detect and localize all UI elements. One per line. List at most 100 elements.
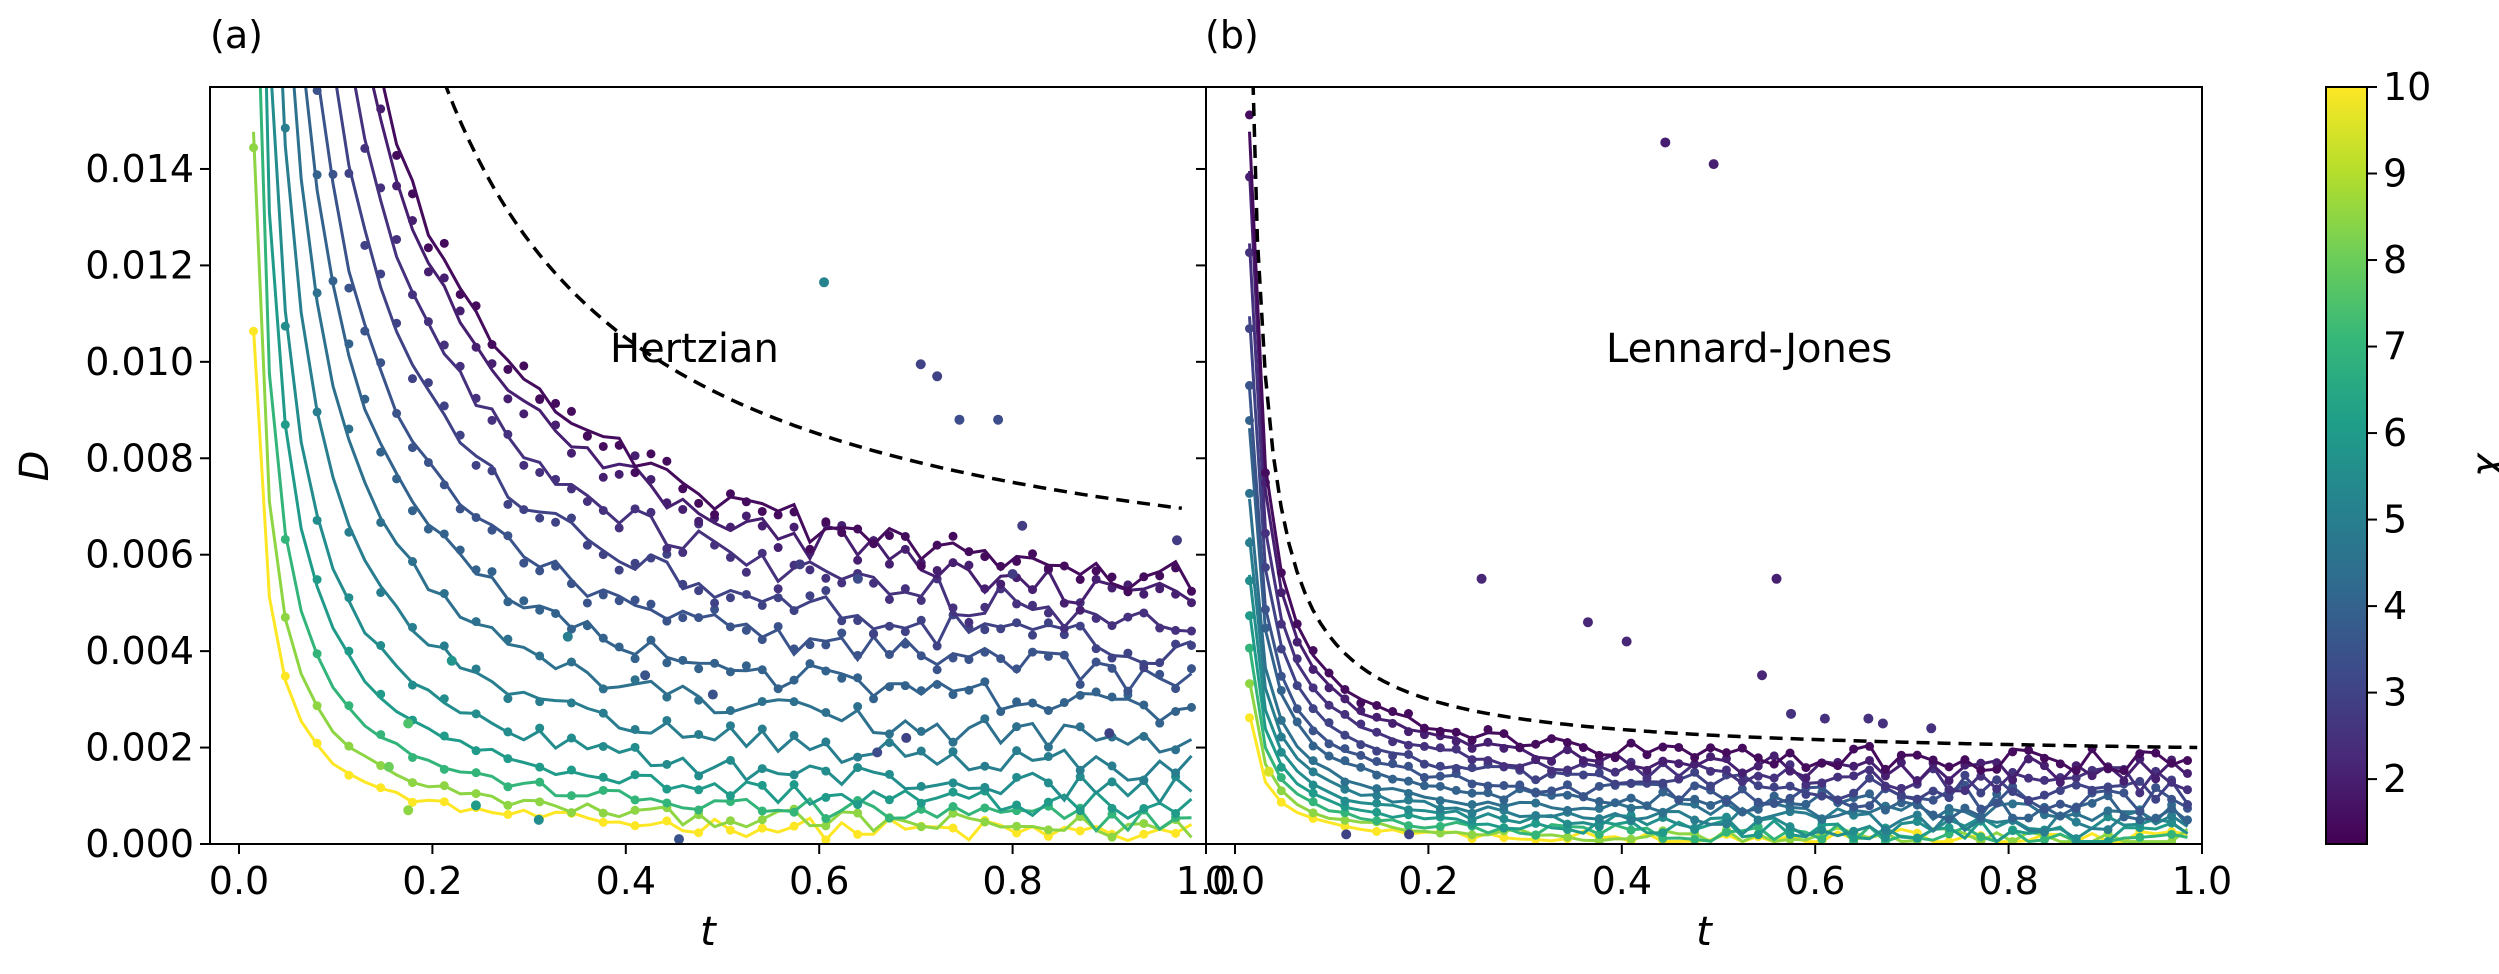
data-point [1562,832,1572,842]
data-point [360,326,370,336]
data-point [376,104,386,114]
data-point [2135,749,2145,759]
data-point [1674,795,1684,805]
data-point [1737,807,1747,817]
data-point [1245,611,1255,621]
data-point [678,579,688,589]
data-point [1324,718,1334,728]
data-point [821,766,831,776]
data-point [1435,781,1445,791]
data-point [376,689,386,699]
data-point [1028,698,1038,708]
data-point [376,640,386,650]
data-point [1155,584,1165,594]
data-point [757,780,767,790]
outlier-point [383,761,394,772]
data-point [1562,765,1572,775]
reference-dashed-curve [444,87,1183,511]
data-point [614,440,624,450]
outlier-point [1017,520,1028,531]
data-point [789,606,799,616]
data-point [1435,796,1445,806]
data-point [455,504,465,514]
data-point [360,394,370,404]
data-point [1690,767,1700,777]
data-point [964,617,974,627]
data-point [678,548,688,558]
data-point [1043,742,1053,752]
data-point [1690,823,1700,833]
data-point [1928,786,1938,796]
data-point [2151,813,2161,823]
y-tick-label: 0.012 [85,243,194,287]
data-point [1801,799,1811,809]
data-point [1403,805,1413,815]
data-point [423,378,433,388]
outlier-point [915,359,926,370]
series-line [1248,387,2189,815]
data-point [439,731,449,741]
data-point [694,771,704,781]
data-point [932,565,942,575]
data-point [376,358,386,368]
data-point [344,56,353,65]
data-point [678,504,688,514]
data-point [566,733,576,743]
data-point [566,513,576,523]
data-point [344,593,354,603]
data-point [566,448,576,458]
data-point [1626,834,1636,844]
data-point [1690,794,1700,804]
data-point [1531,810,1541,820]
data-point [1833,795,1843,805]
data-point [1171,589,1181,599]
data-point [376,66,385,75]
data-point [1483,781,1493,791]
data-point [280,671,290,681]
data-point [1107,663,1117,673]
data-point [2182,756,2192,766]
data-point [1012,800,1022,810]
data-point [1435,761,1445,771]
data-point [1260,468,1270,478]
data-point [1499,729,1509,739]
data-point [1547,786,1557,796]
data-point [1171,768,1181,778]
data-point [376,269,386,279]
data-point [455,545,465,555]
colorbar-tick-label: 7 [2383,325,2407,369]
data-point [821,573,831,583]
data-point [455,361,465,371]
data-point [884,813,894,823]
data-point [2024,754,2034,764]
data-point [1547,756,1557,766]
data-point [1107,761,1117,771]
data-point [1260,604,1270,614]
data-point [725,667,735,677]
data-point [503,597,513,607]
data-point [1928,795,1938,805]
data-point [487,567,497,577]
y-tick-label: 0.008 [85,436,194,480]
data-point [773,593,783,603]
data-point [1928,810,1938,820]
data-point [1171,745,1181,755]
data-point [805,565,815,575]
data-point [1865,765,1875,775]
data-point [821,707,831,717]
outlier-point [533,814,544,825]
data-point [2103,806,2113,816]
data-point [2071,773,2081,783]
data-point [535,651,545,661]
data-point [1626,778,1636,788]
data-point [1292,654,1302,664]
outlier-point [707,689,718,700]
data-point [1245,488,1255,498]
data-point [773,543,783,553]
data-point [1467,808,1477,818]
data-point [519,409,529,419]
data-point [757,815,767,825]
data-point [1245,713,1255,723]
panel-b-label: (b) [1205,13,1259,57]
data-point [1340,756,1350,766]
